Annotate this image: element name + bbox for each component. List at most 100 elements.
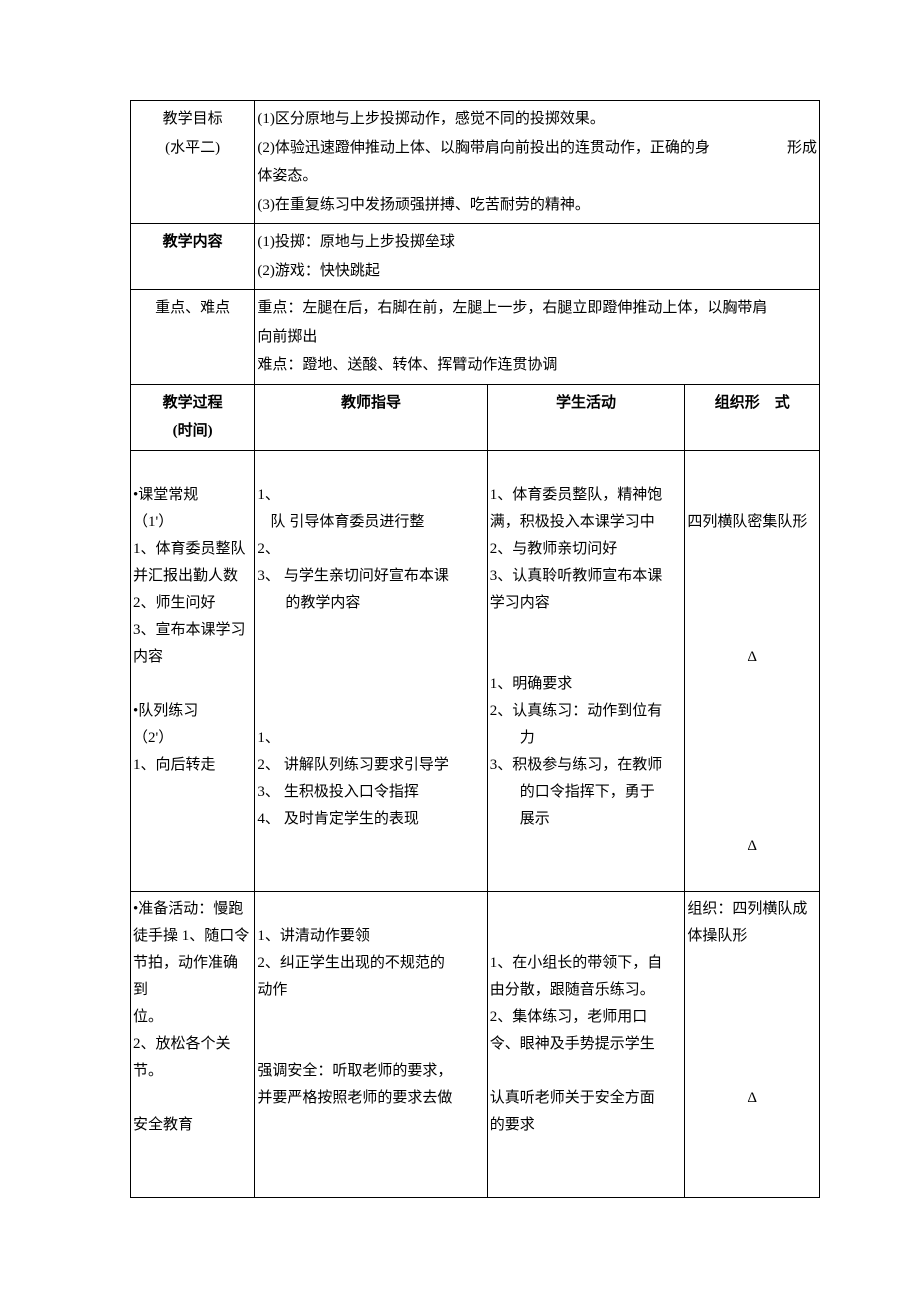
b2c2-l2: 2、纠正学生出现的不规范的 <box>257 950 484 977</box>
b1c2-b-t1: 讲解队列练习要求引导学 <box>284 752 485 779</box>
hdr-student: 学生活动 <box>487 384 685 450</box>
b1c4: 四列横队密集队形 Δ Δ <box>685 450 820 891</box>
b2c1: •准备活动：慢跑 徒手操 1、随口令 节拍，动作准确到 位。 2、放松各个关 节… <box>131 891 255 1197</box>
b2c3-l1: 1、在小组长的带领下，自 <box>490 950 683 977</box>
goal-line2b: 体姿态。 <box>257 162 817 191</box>
b1c1-l1: 1、体育委员整队 <box>133 536 252 563</box>
b2c1-l2: 2、放松各个关 <box>133 1031 252 1058</box>
document-wrap: 教学目标 (水平二) (1)区分原地与上步投掷动作，感觉不同的投掷效果。 (2)… <box>0 0 920 1258</box>
row-block1: •课堂常规 （1'） 1、体育委员整队 并汇报出勤人数 2、师生问好 3、宣布本… <box>131 450 820 891</box>
b2c2: 1、讲清动作要领 2、纠正学生出现的不规范的 动作 强调安全：听取老师的要求， … <box>255 891 487 1197</box>
b2c1-l1c: 位。 <box>133 1004 252 1031</box>
b2c1-l2b: 节。 <box>133 1058 252 1085</box>
b2c2-l3b: 并要严格按照老师的要求去做 <box>257 1085 484 1112</box>
b1c3-a1: 1、体育委员整队，精神饱 <box>490 482 683 509</box>
b1c1-l3b: 内容 <box>133 644 252 671</box>
lesson-plan-table: 教学目标 (水平二) (1)区分原地与上步投掷动作，感觉不同的投掷效果。 (2)… <box>130 100 820 1198</box>
b1c2-a-row1: 队 引导体育委员进行整 <box>257 509 484 536</box>
b1c1-t4: （2'） <box>133 725 252 752</box>
keypoint-body: 重点：左腿在后，右脚在前，左腿上一步，右腿立即蹬伸推动上体，以胸带肩 向前掷出 … <box>255 290 820 385</box>
kp-l1b: 向前掷出 <box>257 323 817 352</box>
goal-line2-row: (2)体验迅速蹬伸推动上体、以胸带肩向前投出的连贯动作，正确的身 形成 <box>257 134 817 163</box>
b2c2-l3: 强调安全：听取老师的要求， <box>257 1058 484 1085</box>
content-l1: (1)投掷：原地与上步投掷垒球 <box>257 228 817 257</box>
b1c3-a2: 2、与教师亲切问好 <box>490 536 683 563</box>
b1c1-l4: 1、向后转走 <box>133 752 252 779</box>
b1c3-a1b: 满，积极投入本课学习中 <box>490 509 683 536</box>
b1c4-d1: Δ <box>687 644 817 671</box>
b2c1-l1b: 节拍，动作准确到 <box>133 950 252 1004</box>
b1c3-b2: 2、认真练习：动作到位有 <box>490 698 683 725</box>
hdr-teacher: 教师指导 <box>255 384 487 450</box>
row-keypoint: 重点、难点 重点：左腿在后，右脚在前，左腿上一步，右腿立即蹬伸推动上体，以胸带肩… <box>131 290 820 385</box>
b1c3-b3: 3、积极参与练习，在教师 <box>490 752 683 779</box>
b2c3: 1、在小组长的带领下，自 由分散，跟随音乐练习。 2、集体练习，老师用口 令、眼… <box>487 891 685 1197</box>
row-content: 教学内容 (1)投掷：原地与上步投掷垒球 (2)游戏：快快跳起 <box>131 224 820 290</box>
b1c1-t2: （1'） <box>133 509 252 536</box>
goal-label-l1: 教学目标 <box>133 105 252 134</box>
row-block2: •准备活动：慢跑 徒手操 1、随口令 节拍，动作准确到 位。 2、放松各个关 节… <box>131 891 820 1197</box>
goal-label-l2: (水平二) <box>133 134 252 163</box>
b2c3-l3: 认真听老师关于安全方面 <box>490 1085 683 1112</box>
b1c3-b1: 1、明确要求 <box>490 671 683 698</box>
hdr-c1b: (时间) <box>133 417 252 446</box>
b1c4-d2: Δ <box>687 833 817 860</box>
goal-content: (1)区分原地与上步投掷动作，感觉不同的投掷效果。 (2)体验迅速蹬伸推动上体、… <box>255 101 820 224</box>
content-label: 教学内容 <box>131 224 255 290</box>
b1c2-a-t2b: 的教学内容 <box>257 590 484 617</box>
content-body: (1)投掷：原地与上步投掷垒球 (2)游戏：快快跳起 <box>255 224 820 290</box>
b1c2-a-n1s: 队 <box>257 509 289 536</box>
b1c3: 1、体育委员整队，精神饱 满，积极投入本课学习中 2、与教师亲切问好 3、认真聆… <box>487 450 685 891</box>
b2c3-l1b: 由分散，跟随音乐练习。 <box>490 977 683 1004</box>
content-l2: (2)游戏：快快跳起 <box>257 257 817 286</box>
b1c2-b-row2: 3、 生积极投入口令指挥 <box>257 779 484 806</box>
b2c1-t1: •准备活动：慢跑 <box>133 896 252 923</box>
b2c4-t1b: 体操队形 <box>687 923 817 950</box>
b1c2-a-n3: 3、 <box>257 563 284 590</box>
b1c2-a-t2: 与学生亲切问好宣布本课 <box>284 563 485 590</box>
b2c1-l3: 安全教育 <box>133 1112 252 1139</box>
b2c1-l1: 徒手操 1、随口令 <box>133 923 252 950</box>
b1c2-a-t1: 引导体育委员进行整 <box>289 509 484 536</box>
b1c4-t1: 四列横队密集队形 <box>687 509 817 536</box>
hdr-org: 组织形 式 <box>685 384 820 450</box>
hdr-c4a: 组织形 <box>715 395 760 411</box>
b1c2-a-n1: 1、 <box>257 482 484 509</box>
b2c3-l3b: 的要求 <box>490 1112 683 1139</box>
b1c2-a-row2: 3、 与学生亲切问好宣布本课 <box>257 563 484 590</box>
goal-line3: (3)在重复练习中发扬顽强拼搏、吃苦耐劳的精神。 <box>257 191 817 220</box>
kp-l2: 难点：蹬地、送酸、转体、挥臂动作连贯协调 <box>257 351 817 380</box>
goal-line2-right: 形成 <box>787 134 817 163</box>
b2c4: 组织：四列横队成 体操队形 Δ <box>685 891 820 1197</box>
b1c1-t3: •队列练习 <box>133 698 252 725</box>
b2c3-l2: 2、集体练习，老师用口 <box>490 1004 683 1031</box>
row-header: 教学过程 (时间) 教师指导 学生活动 组织形 式 <box>131 384 820 450</box>
b1c3-b2b: 力 <box>490 725 683 752</box>
b1c1-t1: •课堂常规 <box>133 482 252 509</box>
b1c1-l3: 3、宣布本课学习 <box>133 617 252 644</box>
b2c4-t1: 组织：四列横队成 <box>687 896 817 923</box>
b2c3-l2b: 令、眼神及手势提示学生 <box>490 1031 683 1058</box>
b1c2-a-n2: 2、 <box>257 536 484 563</box>
b1c1: •课堂常规 （1'） 1、体育委员整队 并汇报出勤人数 2、师生问好 3、宣布本… <box>131 450 255 891</box>
b1c2-b-t2: 生积极投入口令指挥 <box>284 779 485 806</box>
b1c3-a3b: 学习内容 <box>490 590 683 617</box>
b1c2-b-t3: 及时肯定学生的表现 <box>284 806 485 833</box>
goal-line1: (1)区分原地与上步投掷动作，感觉不同的投掷效果。 <box>257 105 817 134</box>
row-goal: 教学目标 (水平二) (1)区分原地与上步投掷动作，感觉不同的投掷效果。 (2)… <box>131 101 820 224</box>
goal-line2-left: (2)体验迅速蹬伸推动上体、以胸带肩向前投出的连贯动作，正确的身 <box>257 134 710 163</box>
b1c2-b-n1: 1、 <box>257 725 484 752</box>
b1c1-l1b: 并汇报出勤人数 <box>133 563 252 590</box>
goal-label: 教学目标 (水平二) <box>131 101 255 224</box>
keypoint-label: 重点、难点 <box>131 290 255 385</box>
hdr-c1a: 教学过程 <box>133 389 252 418</box>
b1c1-l2: 2、师生问好 <box>133 590 252 617</box>
b2c4-d1: Δ <box>687 1085 817 1112</box>
b1c3-b3b: 的口令指挥下，勇于 <box>490 779 683 806</box>
b1c3-a3: 3、认真聆听教师宣布本课 <box>490 563 683 590</box>
b1c3-b3c: 展示 <box>490 806 683 833</box>
b1c2-b-n3: 3、 <box>257 779 284 806</box>
b1c2-b-n4: 4、 <box>257 806 284 833</box>
b2c2-l2b: 动作 <box>257 977 484 1004</box>
b1c2: 1、 队 引导体育委员进行整 2、 3、 与学生亲切问好宣布本课 的教学内容 1… <box>255 450 487 891</box>
